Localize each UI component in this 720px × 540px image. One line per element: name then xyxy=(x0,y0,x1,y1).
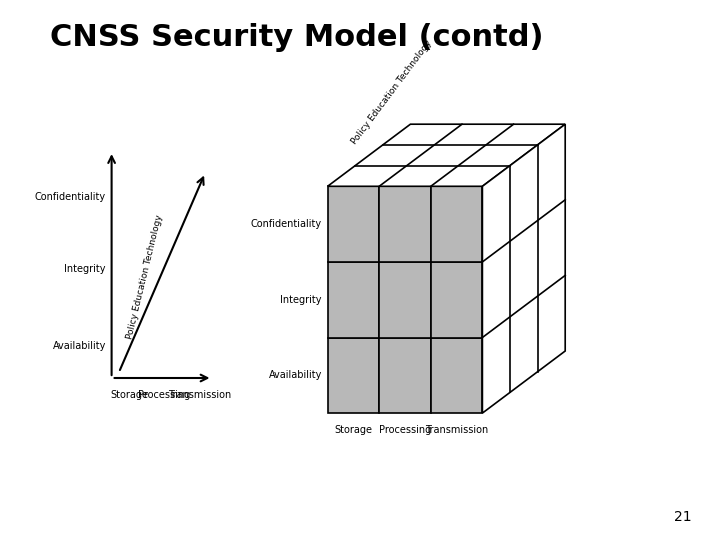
Bar xyxy=(328,262,379,338)
Polygon shape xyxy=(482,124,565,413)
Text: Transmission: Transmission xyxy=(425,425,488,435)
Bar xyxy=(379,338,431,413)
Text: Policy Education Technology: Policy Education Technology xyxy=(125,214,164,340)
Text: Confidentiality: Confidentiality xyxy=(251,219,322,229)
Text: Storage: Storage xyxy=(334,425,372,435)
Bar xyxy=(431,262,482,338)
Polygon shape xyxy=(328,124,565,186)
Bar xyxy=(431,186,482,262)
Text: Integrity: Integrity xyxy=(280,295,322,305)
Bar xyxy=(328,186,379,262)
Text: Policy Education Technology: Policy Education Technology xyxy=(349,38,433,146)
Text: Confidentiality: Confidentiality xyxy=(35,192,106,201)
Bar xyxy=(379,262,431,338)
Text: CNSS Security Model (contd): CNSS Security Model (contd) xyxy=(50,23,544,52)
Text: Transmission: Transmission xyxy=(168,390,231,400)
Text: Availability: Availability xyxy=(269,370,322,380)
Text: 21: 21 xyxy=(674,510,691,524)
Text: Storage: Storage xyxy=(111,390,149,400)
Text: Processing: Processing xyxy=(379,425,431,435)
Bar xyxy=(431,338,482,413)
Bar xyxy=(379,186,431,262)
Bar xyxy=(328,338,379,413)
Text: Integrity: Integrity xyxy=(64,264,106,274)
Text: Processing: Processing xyxy=(138,390,190,400)
Text: Availability: Availability xyxy=(53,341,106,351)
